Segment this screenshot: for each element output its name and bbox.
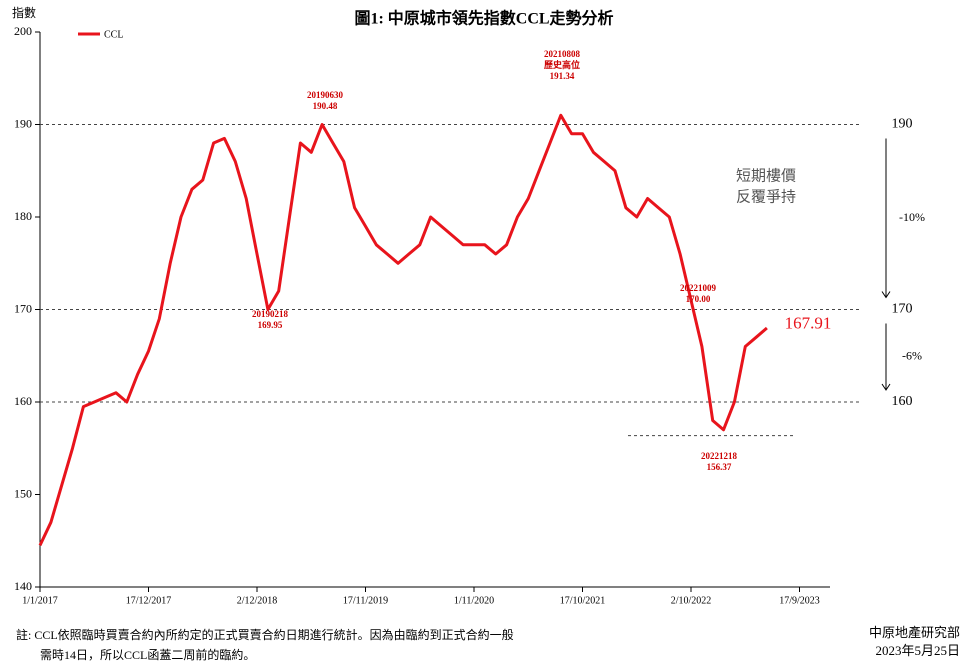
x-tick-label: 17/11/2019 (343, 595, 388, 606)
x-tick-label: 17/10/2021 (560, 595, 606, 606)
arrow-head (881, 383, 891, 391)
y-tick-label: 170 (14, 301, 32, 315)
y-tick-label: 140 (14, 579, 32, 593)
annotation-date: 20221218 (701, 451, 738, 461)
legend-label: CCL (104, 29, 123, 40)
change-label: -10% (899, 210, 925, 224)
note-text: 反覆爭持 (736, 188, 796, 205)
annotation-value: 170.00 (686, 294, 711, 304)
y-tick-label: 190 (14, 116, 32, 130)
latest-label: 167.91 (785, 314, 832, 333)
x-tick-label: 2/10/2022 (671, 595, 712, 606)
annotation-date: 20190630 (307, 90, 344, 100)
annotation-value: 169.95 (258, 320, 283, 330)
annotation-text: 歷史高位 (544, 59, 580, 70)
annotation-date: 20221009 (680, 283, 717, 293)
x-tick-label: 17/9/2023 (779, 595, 820, 606)
y-tick-label: 160 (14, 394, 32, 408)
annotation-date: 20190218 (252, 309, 289, 319)
x-tick-label: 1/11/2020 (454, 595, 494, 606)
reference-label: 160 (892, 394, 913, 409)
x-tick-label: 2/12/2018 (237, 595, 278, 606)
x-tick-label: 1/1/2017 (22, 595, 58, 606)
y-tick-label: 150 (14, 486, 32, 500)
arrow-head (881, 291, 891, 299)
y-tick-label: 180 (14, 209, 32, 223)
line-series (38, 113, 768, 547)
reference-label: 190 (892, 117, 913, 132)
y-tick-label: 200 (14, 24, 32, 38)
note-text: 短期樓價 (736, 167, 796, 184)
x-tick-label: 17/12/2017 (126, 595, 172, 606)
annotation-value: 191.34 (550, 71, 575, 81)
annotation-value: 156.37 (707, 462, 732, 472)
source: 中原地產研究部 (869, 625, 960, 640)
y-axis-label: 指數 (12, 5, 36, 20)
footnote: 註: CCL依照臨時買賣合約內所約定的正式買賣合約日期進行統計。因為由臨約到正式… (16, 627, 514, 642)
chart-title: 圖1: 中原城市領先指數CCL走勢分析 (354, 9, 613, 28)
change-label: -6% (902, 349, 922, 363)
date: 2023年5月25日 (875, 643, 960, 658)
reference-label: 170 (892, 302, 913, 317)
footnote: 需時14日，所以CCL函蓋二周前的臨約。 (40, 647, 255, 662)
annotation-date: 20210808 (544, 49, 581, 59)
annotation-value: 190.48 (313, 101, 338, 111)
